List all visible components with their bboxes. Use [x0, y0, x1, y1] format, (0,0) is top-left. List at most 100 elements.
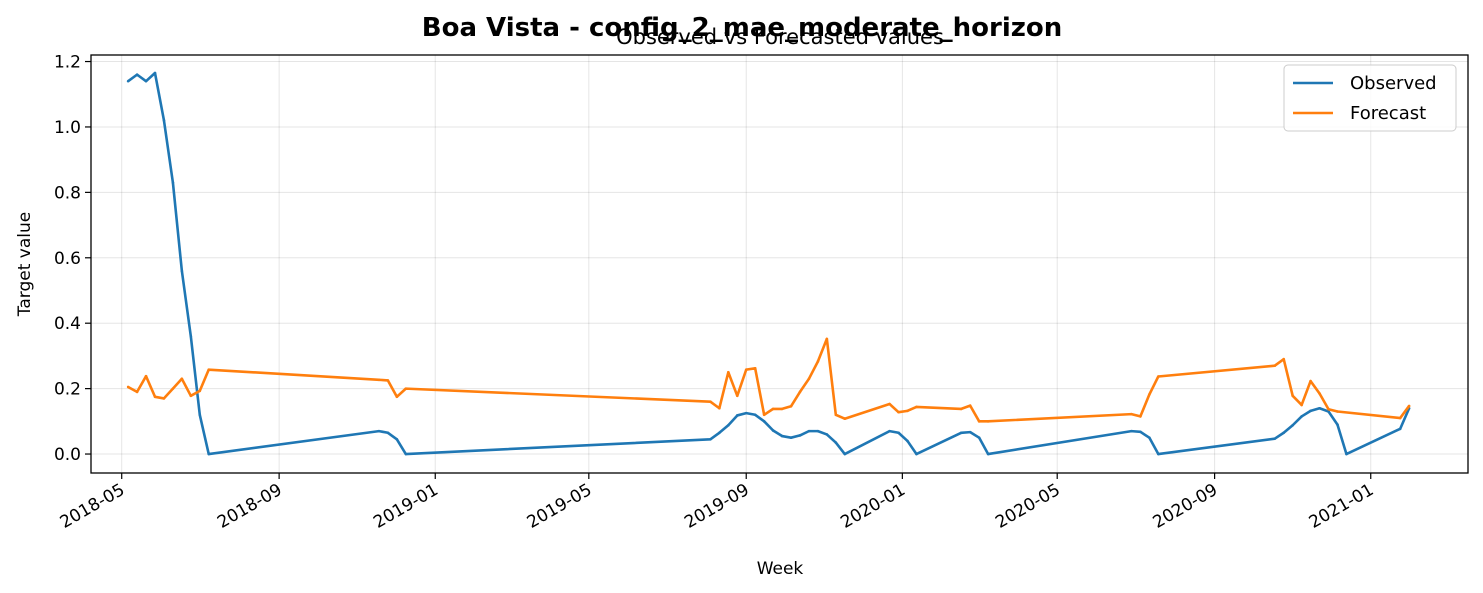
data-point-observed	[780, 434, 784, 438]
data-point-forecast	[968, 404, 972, 407]
data-point-forecast	[189, 394, 193, 398]
data-point-observed	[977, 436, 981, 439]
data-point-observed	[1130, 429, 1133, 433]
data-point-forecast	[843, 417, 847, 421]
data-point-observed	[1148, 436, 1151, 439]
data-point-forecast	[144, 374, 148, 378]
data-point-observed	[744, 411, 748, 415]
data-point-forecast	[1336, 410, 1339, 413]
y-tick-label: 1.2	[54, 53, 81, 73]
data-point-observed	[709, 438, 712, 441]
chart-title: Observed vs Forecasted values	[616, 25, 944, 49]
data-point-observed	[1291, 423, 1294, 427]
data-point-forecast	[735, 394, 739, 398]
data-point-observed	[727, 423, 730, 427]
series-points-observed	[126, 71, 1411, 456]
data-point-observed	[1300, 415, 1303, 418]
figure-suptitle: Boa Vista - config_2_mae_moderate_horizo…	[422, 13, 1062, 43]
data-point-observed	[207, 452, 211, 456]
data-point-observed	[959, 431, 963, 435]
data-point-forecast	[709, 400, 712, 404]
data-point-forecast	[834, 413, 838, 417]
data-point-observed	[816, 429, 820, 433]
data-point-observed	[825, 433, 829, 436]
data-point-forecast	[1139, 415, 1142, 418]
data-point-forecast	[180, 377, 184, 381]
data-point-observed	[834, 441, 838, 444]
data-point-forecast	[198, 389, 202, 393]
data-point-observed	[1273, 437, 1277, 440]
data-point-forecast	[915, 405, 918, 409]
data-point-observed	[906, 439, 909, 443]
y-tick-label: 0.2	[54, 380, 81, 400]
data-point-forecast	[807, 377, 811, 381]
data-point-forecast	[1157, 375, 1160, 378]
data-point-observed	[771, 429, 775, 432]
data-point-observed	[189, 334, 193, 338]
y-axis: 0.0 0.2 0.4 0.6 0.8 1.0 1.2	[54, 53, 91, 465]
data-point-forecast	[825, 337, 829, 341]
data-point-forecast	[762, 413, 766, 417]
data-point-forecast	[718, 406, 721, 410]
legend-label-observed: Observed	[1350, 73, 1437, 94]
data-point-forecast	[816, 360, 820, 363]
data-point-observed	[789, 436, 793, 439]
data-point-observed	[144, 79, 148, 83]
y-tick-label: 0.0	[54, 445, 81, 465]
data-point-observed	[1345, 452, 1348, 456]
data-point-observed	[753, 413, 757, 417]
data-point-forecast	[1282, 357, 1286, 361]
data-point-forecast	[171, 387, 175, 390]
plot-frame	[90, 54, 1469, 474]
data-point-observed	[386, 431, 390, 435]
y-axis-label: Target value	[15, 212, 35, 317]
data-point-forecast	[1309, 379, 1312, 383]
data-point-observed	[735, 414, 739, 417]
data-point-observed	[135, 73, 139, 76]
series-line-forecast	[127, 337, 1411, 423]
data-point-observed	[1157, 452, 1160, 456]
data-point-observed	[126, 79, 130, 83]
data-point-forecast	[744, 368, 748, 371]
data-point-observed	[1336, 423, 1339, 426]
data-point-forecast	[1300, 403, 1303, 407]
data-point-forecast	[1130, 412, 1133, 416]
data-point-forecast	[789, 404, 793, 408]
legend-box	[1283, 64, 1457, 132]
data-point-forecast	[780, 407, 784, 411]
data-point-observed	[404, 452, 408, 456]
x-axis-label: Week	[757, 559, 804, 579]
data-point-forecast	[986, 420, 990, 423]
data-point-forecast	[1318, 392, 1321, 395]
data-point-observed	[1327, 410, 1330, 413]
data-point-forecast	[1148, 393, 1151, 396]
data-point-forecast	[126, 385, 130, 389]
data-point-forecast	[727, 370, 730, 374]
data-point-observed	[1309, 409, 1312, 413]
y-tick-label: 0.4	[54, 314, 81, 334]
data-point-observed	[915, 452, 918, 456]
data-point-forecast	[386, 379, 390, 382]
data-point-observed	[198, 413, 202, 417]
data-point-observed	[807, 429, 811, 433]
legend-label-forecast: Forecast	[1350, 103, 1426, 124]
data-point-forecast	[207, 368, 211, 371]
data-point-observed	[888, 429, 891, 433]
data-point-observed	[718, 431, 721, 435]
data-point-observed	[377, 429, 381, 433]
data-point-forecast	[377, 378, 381, 382]
data-point-observed	[968, 430, 972, 434]
data-point-forecast	[771, 407, 775, 411]
y-tick-label: 1.0	[54, 118, 81, 138]
data-point-forecast	[1398, 416, 1402, 420]
data-point-forecast	[753, 367, 757, 370]
data-point-observed	[1398, 427, 1402, 431]
data-point-observed	[762, 420, 766, 423]
data-point-observed	[1318, 406, 1321, 410]
data-point-observed	[986, 452, 990, 456]
y-tick-label: 0.8	[54, 183, 81, 203]
data-point-forecast	[897, 410, 900, 414]
data-point-forecast	[798, 390, 802, 394]
